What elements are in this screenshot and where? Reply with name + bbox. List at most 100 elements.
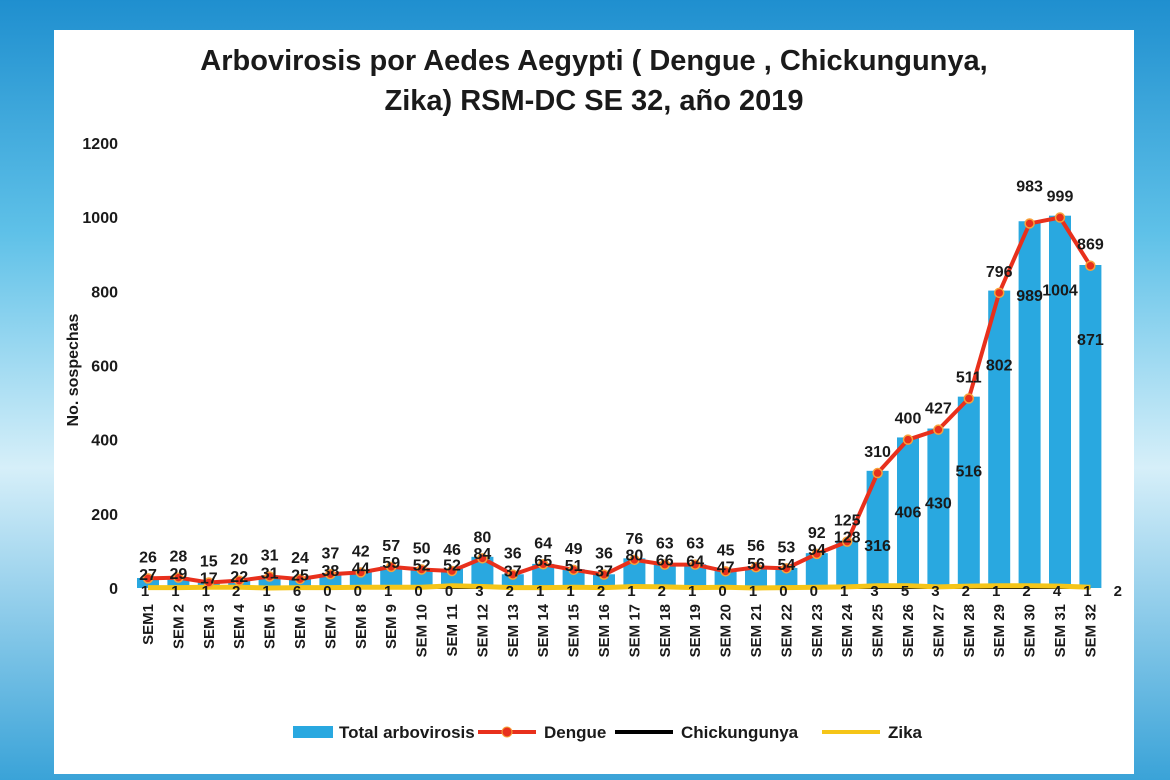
total-data-label: 406 (895, 504, 922, 521)
dengue-marker (294, 573, 306, 585)
zika-data-label: 1 (627, 583, 635, 600)
dengue-marker (385, 561, 397, 573)
x-tick-label: SEM 22 (778, 604, 795, 657)
zika-data-label: 1 (688, 583, 696, 600)
dengue-data-label: 50 (413, 540, 431, 557)
legend-label: Chickungunya (681, 723, 799, 742)
x-tick-label: SEM 5 (262, 604, 279, 649)
dengue-marker (416, 564, 427, 575)
x-tick-label: SEM 9 (383, 604, 400, 649)
zika-data-label: 5 (901, 583, 909, 600)
x-tick-label: SEM 12 (474, 604, 491, 657)
x-tick-label: SEM 28 (961, 604, 978, 657)
zika-data-label: 2 (1022, 583, 1030, 600)
total-data-label: 25 (291, 568, 309, 585)
bar-total-arbovirosis (1079, 265, 1102, 588)
total-data-label: 430 (925, 496, 952, 513)
dengue-marker (993, 287, 1005, 299)
bar-total-arbovirosis (897, 437, 919, 588)
dengue-marker (720, 566, 731, 577)
zika-data-label: 3 (870, 583, 878, 600)
total-data-label: 80 (626, 547, 644, 564)
bar-total-arbovirosis (653, 563, 676, 588)
y-tick-label: 0 (109, 581, 118, 598)
dengue-marker (629, 554, 640, 566)
bar-total-arbovirosis (471, 556, 494, 588)
total-data-label: 38 (322, 563, 340, 580)
bar-total-arbovirosis (714, 570, 737, 588)
total-data-label: 989 (1016, 288, 1043, 305)
zika-data-label: 1 (202, 583, 210, 600)
total-data-label: 94 (808, 542, 826, 559)
dengue-marker (537, 559, 549, 570)
dengue-data-label: 310 (864, 444, 891, 461)
zika-data-label: 0 (445, 583, 453, 600)
y-axis-ticks: 0 200 400 600 800 1000 1200 (82, 136, 118, 598)
dengue-data-label: 400 (895, 411, 922, 428)
total-data-label: 56 (747, 556, 765, 573)
dengue-marker (233, 575, 245, 586)
dengue-marker (355, 567, 367, 578)
total-data-label: 59 (382, 555, 400, 572)
total-data-label: 37 (595, 563, 613, 580)
total-data-label: 66 (656, 553, 674, 570)
bar-total-arbovirosis (349, 571, 372, 588)
bar-total-arbovirosis (441, 568, 463, 588)
dengue-data-label: 92 (808, 525, 826, 542)
zika-data-label: 1 (536, 583, 544, 600)
total-data-label: 52 (413, 558, 431, 575)
bar-total-arbovirosis (380, 566, 403, 588)
x-tick-label: SEM 10 (414, 604, 431, 657)
dengue-data-label: 53 (778, 539, 796, 556)
dengue-data-label: 63 (686, 536, 704, 553)
dengue-data-label: 46 (443, 542, 461, 559)
zika-data-label: 1 (840, 583, 848, 600)
zika-data-label: 2 (232, 583, 240, 600)
dengue-data-label: 36 (504, 546, 522, 563)
x-tick-label: SEM 3 (201, 604, 218, 649)
total-data-label: 17 (200, 571, 218, 588)
dengue-data-label: 15 (200, 553, 218, 570)
dengue-marker (264, 571, 275, 582)
zika-data-label: 3 (931, 583, 939, 600)
y-tick-label: 1200 (82, 136, 118, 153)
dengue-data-label: 511 (956, 370, 982, 387)
dengue-marker (1054, 212, 1066, 223)
dengue-marker (507, 569, 519, 580)
x-tick-label: SEM 17 (626, 604, 643, 657)
x-tick-label: SEM 31 (1052, 604, 1069, 657)
bar-total-arbovirosis (1049, 215, 1071, 588)
x-tick-label: SEM 30 (1022, 604, 1039, 657)
total-data-label: 871 (1077, 332, 1104, 349)
dengue-marker (750, 561, 762, 573)
dengue-data-label: 31 (261, 548, 279, 565)
y-tick-label: 600 (91, 359, 118, 376)
chart-panel (54, 30, 1134, 774)
legend-swatch-total-arbovirosis (293, 726, 333, 738)
zika-data-label: 1 (141, 583, 149, 600)
dengue-data-label: 26 (139, 549, 157, 566)
x-tick-label: SEM 2 (170, 604, 187, 649)
x-tick-label: SEM 29 (991, 604, 1008, 657)
total-data-label: 52 (443, 558, 461, 575)
x-tick-label: SEM 26 (900, 604, 917, 657)
x-tick-label: SEM 6 (292, 604, 309, 649)
dengue-data-label: 999 (1047, 189, 1074, 206)
dengue-data-label: 796 (986, 264, 1013, 281)
zika-data-label: 1 (384, 583, 392, 600)
legend-label: Zika (888, 723, 923, 742)
zika-data-label: 6 (293, 583, 301, 600)
dengue-marker (598, 569, 610, 580)
dengue-data-label: 80 (474, 529, 492, 546)
chart-title-line1: Arbovirosis por Aedes Aegypti ( Dengue ,… (200, 45, 987, 77)
bar-total-arbovirosis (684, 564, 707, 588)
bar-total-arbovirosis (988, 290, 1011, 588)
dengue-data-label: 28 (170, 549, 188, 566)
legend-label: Total arbovirosis (339, 723, 475, 742)
zika-data-label: 0 (779, 583, 787, 600)
series-lines (142, 212, 1096, 591)
zika-data-label: 0 (718, 583, 726, 600)
total-data-label: 27 (139, 567, 157, 584)
zika-data-label: 1 (1083, 583, 1091, 600)
